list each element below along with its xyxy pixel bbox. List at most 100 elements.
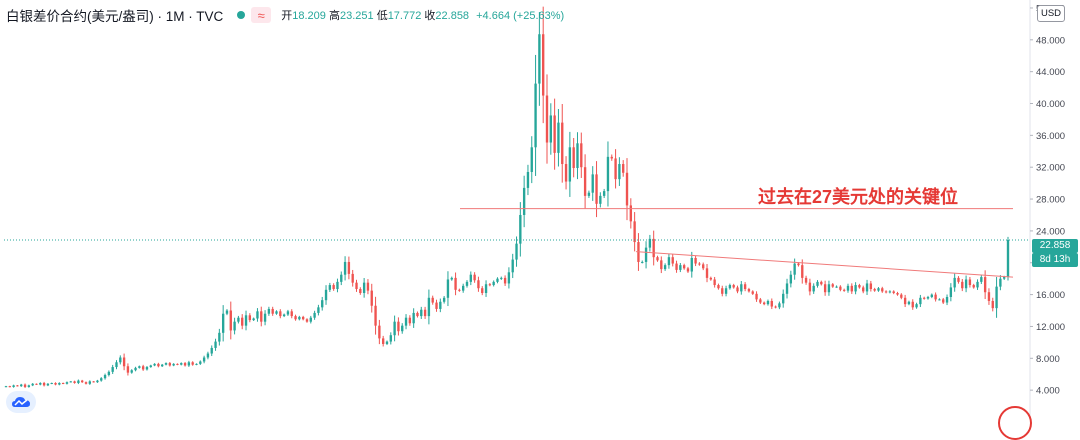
price-axis-tick: 16.000 (1036, 290, 1065, 301)
candle-body (980, 277, 983, 282)
last-price-tag: 22.858 (1032, 239, 1078, 253)
candle-body (919, 297, 922, 305)
candle-body (961, 281, 964, 289)
candle-body (881, 288, 884, 292)
candle-body (8, 386, 11, 388)
candle-body (180, 363, 183, 365)
candle-body (888, 291, 892, 293)
candle-body (892, 291, 895, 294)
candle-body (46, 383, 50, 386)
candle-body (450, 277, 453, 280)
candle-body (736, 287, 739, 292)
candle-body (896, 293, 899, 295)
candle-body (972, 285, 975, 288)
candle-body (907, 301, 911, 305)
candle-body (915, 304, 918, 308)
ohlc-values: 开18.209 高23.251 低17.772 收22.858 +4.664 (… (281, 7, 564, 23)
candle-body (130, 370, 133, 373)
candle-body (1006, 239, 1010, 278)
candle-body (865, 283, 869, 292)
candle-body (923, 297, 926, 299)
candle-body (431, 297, 434, 303)
candle-body (195, 363, 198, 365)
candle-body (644, 247, 648, 262)
candle-body (553, 115, 556, 153)
candle-body (359, 289, 362, 294)
symbol-legend: 白银差价合约(美元/盎司) · 1M · TVC ≈ 开18.209 高23.2… (6, 5, 564, 25)
candle-body (420, 309, 423, 317)
candle-body (362, 282, 366, 294)
candle-body (492, 281, 495, 286)
candle-body (759, 299, 762, 303)
candle-body (381, 338, 385, 344)
candle-body (652, 238, 655, 258)
candle-body (717, 285, 720, 289)
candle-body (549, 115, 552, 143)
candle-body (286, 311, 290, 315)
symbol-title[interactable]: 白银差价合约(美元/盎司) · 1M · TVC (6, 9, 224, 24)
candle-body (328, 285, 332, 290)
candle-body (309, 317, 312, 322)
currency-selector[interactable]: USD (1037, 5, 1065, 22)
candle-body (774, 306, 777, 308)
candle-body (820, 281, 823, 285)
candle-body (797, 263, 800, 266)
cloud-icon (12, 397, 30, 407)
candle-body (35, 383, 38, 385)
candle-body (542, 34, 545, 96)
candle-body (789, 274, 793, 284)
candle-body (279, 311, 282, 317)
candle-body (667, 257, 671, 266)
candle-body (557, 122, 560, 153)
price-axis-tick: 12.000 (1036, 322, 1065, 333)
candle-body (835, 286, 838, 288)
wave-icon[interactable]: ≈ (251, 7, 272, 23)
candle-body (77, 380, 80, 383)
candle-body (23, 384, 27, 387)
price-axis-tick: 44.000 (1036, 67, 1065, 78)
candle-body (435, 302, 438, 309)
candle-body (721, 288, 724, 294)
candle-body (656, 257, 659, 261)
candle-body (576, 143, 579, 169)
candle-body (73, 381, 76, 383)
price-axis-tick: 8.000 (1036, 354, 1060, 365)
candle-body (682, 265, 686, 269)
candle-body (686, 268, 690, 272)
candle-body (702, 264, 705, 269)
price-axis-tick: 36.000 (1036, 131, 1065, 142)
candle-body (614, 158, 617, 180)
candle-body (183, 363, 187, 366)
candle-body (522, 187, 526, 215)
candle-body (164, 363, 168, 365)
candle-body (16, 385, 19, 387)
candle-body (202, 357, 206, 362)
candle-body (572, 147, 575, 169)
candle-body (477, 280, 480, 289)
candle-body (454, 277, 457, 290)
candle-body (747, 289, 751, 292)
candle-body (999, 278, 1002, 287)
open-label: 开 (281, 10, 293, 22)
candle-body (751, 291, 754, 294)
candle-body (869, 283, 873, 290)
candle-body (629, 205, 633, 222)
candle-body (618, 164, 621, 180)
candle-body (416, 312, 419, 317)
candle-body (134, 367, 137, 371)
candle-body (762, 302, 766, 305)
candle-body (858, 285, 861, 288)
candle-body (427, 297, 431, 317)
candle-body (65, 382, 69, 384)
trend-line (635, 251, 1014, 278)
price-chart[interactable]: 4.0008.00012.00016.00020.00024.00028.000… (0, 0, 1080, 422)
candle-body (366, 282, 370, 291)
candle-body (580, 143, 583, 168)
candle-body (591, 174, 594, 193)
candle-body (397, 321, 400, 332)
floating-action-button[interactable] (998, 406, 1032, 440)
candle-body (877, 288, 880, 291)
cloud-logo-icon[interactable] (6, 391, 36, 413)
candle-body (88, 381, 91, 384)
candle-body (111, 367, 114, 372)
